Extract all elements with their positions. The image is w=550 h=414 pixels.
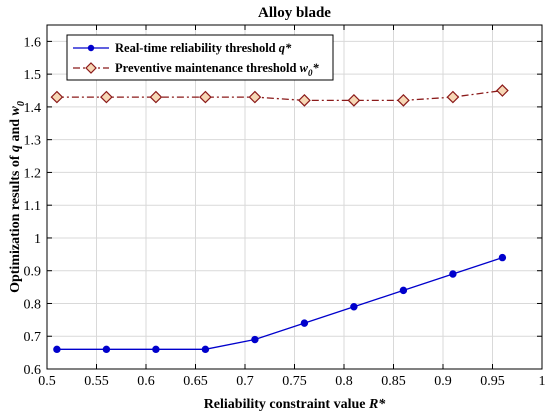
data-point	[248, 90, 262, 104]
y-axis-label-sub: 0	[16, 101, 27, 106]
legend-label: Real-time reliability threshold q*	[115, 41, 292, 55]
y-tick-label: 0.8	[24, 297, 42, 312]
x-tick-label: 1	[539, 374, 546, 389]
legend-label-sub: 0	[308, 68, 313, 78]
x-tick-label: 0.85	[381, 374, 406, 389]
series-line	[56, 89, 503, 102]
data-point	[53, 345, 61, 354]
y-axis-label: Optimization results of q and w0	[8, 101, 27, 293]
x-tick-label: 0.65	[183, 374, 208, 389]
y-tick-label: 1.4	[24, 101, 42, 116]
y-axis-label-q: q	[8, 145, 23, 152]
data-point	[446, 90, 460, 104]
data-point	[201, 345, 210, 354]
legend-label-symbol: q*	[279, 41, 292, 55]
data-point	[347, 94, 361, 107]
legend-label-text: Real-time reliability threshold	[115, 41, 279, 55]
x-tick-label: 0.95	[480, 374, 505, 389]
data-point	[350, 303, 358, 311]
y-tick-label: 0.9	[24, 265, 42, 280]
data-point	[449, 270, 457, 278]
legend-box	[66, 34, 334, 81]
data-point	[498, 253, 507, 262]
legend-entry-2: Preventive maintenance threshold w0*	[73, 61, 319, 78]
data-point	[251, 335, 259, 344]
data-point	[50, 90, 64, 104]
data-point	[397, 94, 410, 107]
x-axis-label-symbol: R*	[368, 397, 386, 412]
x-tick-label: 0.9	[434, 374, 452, 389]
series-2	[50, 84, 509, 107]
series-1	[53, 253, 507, 354]
y-axis-label-w: w	[8, 105, 23, 115]
y-tick-label: 1.5	[24, 68, 42, 83]
y-tick-label: 1	[34, 232, 41, 247]
series-line	[56, 256, 503, 350]
data-point	[199, 90, 212, 104]
x-axis-label: Reliability constraint value R*	[204, 397, 387, 412]
x-tick-label: 0.55	[84, 374, 109, 389]
y-tick-label: 0.7	[24, 330, 42, 345]
legend-label-star: *	[312, 61, 319, 75]
y-axis-label-and: and	[8, 115, 23, 145]
x-tick-label: 0.6	[137, 374, 155, 389]
y-axis-label-text: Optimization results of	[8, 152, 23, 293]
x-axis-label-text: Reliability constraint value	[204, 397, 369, 412]
legend-label: Preventive maintenance threshold w0*	[115, 61, 319, 78]
y-tick-label: 1.1	[24, 199, 42, 214]
data-point	[399, 286, 408, 295]
x-tick-label: 0.8	[335, 374, 353, 389]
x-tick-label: 0.7	[236, 374, 254, 389]
y-tick-label: 1.2	[24, 166, 42, 181]
y-tick-label: 1.6	[24, 35, 42, 50]
legend: Real-time reliability threshold q* Preven…	[66, 34, 334, 81]
legend-label-text: Preventive maintenance threshold	[115, 61, 300, 75]
data-point	[102, 345, 111, 354]
data-point	[149, 90, 163, 104]
legend-entry-1: Real-time reliability threshold q*	[73, 41, 292, 55]
x-tick-label: 0.5	[38, 374, 56, 389]
data-point	[300, 319, 309, 327]
y-tick-label: 0.6	[24, 363, 42, 378]
chart-title: Alloy blade	[258, 5, 331, 21]
tick-labels: 0.5 0.55 0.6 0.65 0.7 0.75 0.8 0.85 0.9 0.95 1 0.6 0…	[24, 35, 546, 389]
x-tick-label: 0.75	[282, 374, 307, 389]
legend-label-symbol: w	[300, 61, 309, 75]
y-tick-label: 1.3	[24, 134, 42, 149]
data-point	[496, 84, 509, 97]
legend-marker	[85, 62, 97, 74]
data-point	[100, 90, 113, 104]
data-point	[298, 94, 311, 107]
ticks	[46, 25, 543, 370]
series-layer	[50, 84, 509, 354]
data-point	[152, 345, 160, 354]
legend-marker	[87, 44, 95, 52]
